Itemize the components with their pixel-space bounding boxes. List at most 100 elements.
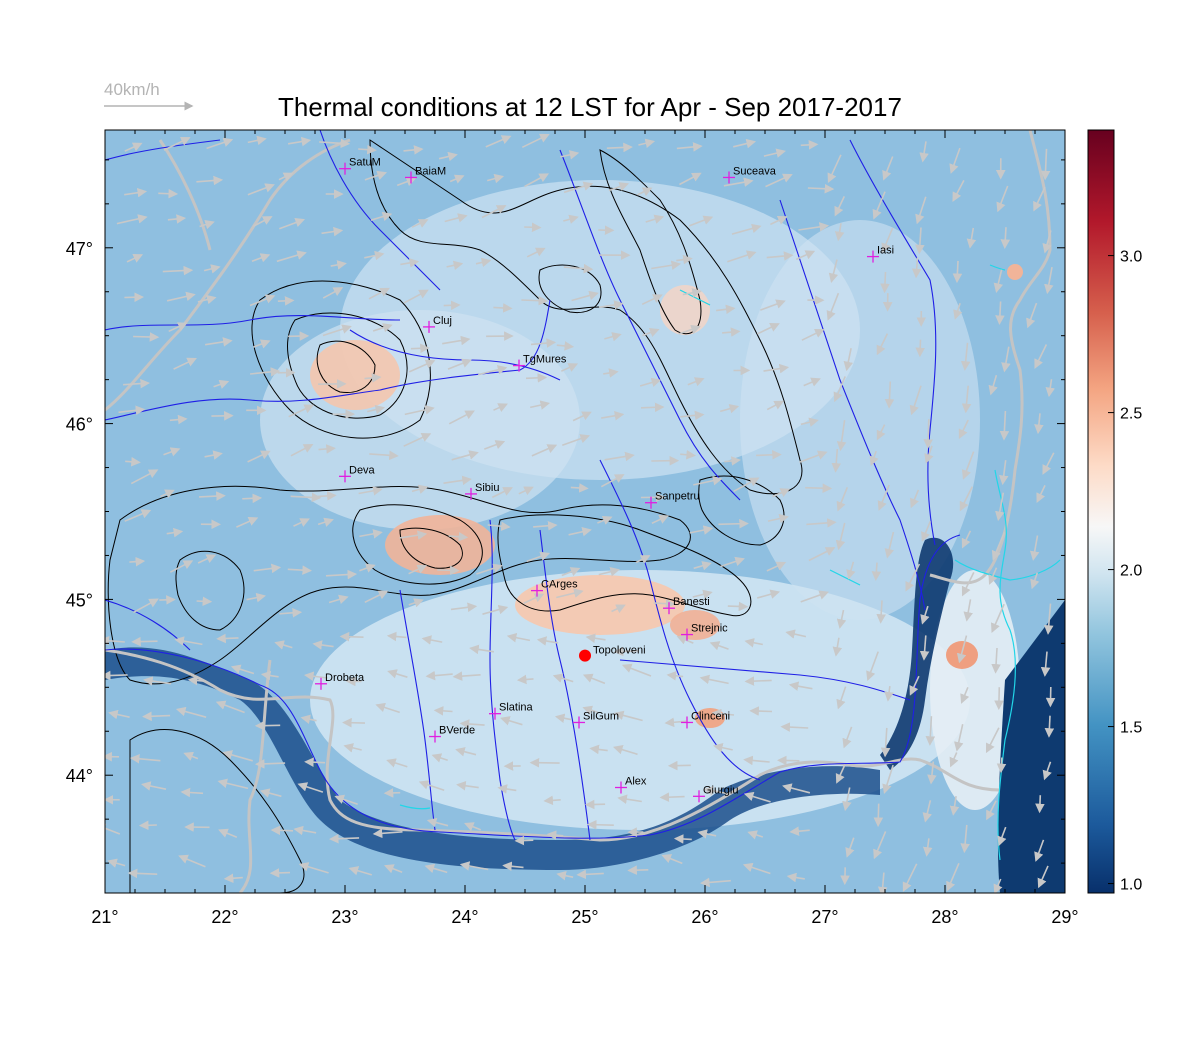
city-marker: Sibiu (465, 482, 499, 500)
wind-arrow (269, 868, 291, 878)
wind-arrow (584, 799, 606, 810)
wind-arrow (297, 782, 324, 793)
wind-arrow (160, 489, 175, 499)
wind-arrow (250, 367, 281, 377)
warm-spot-fagaras (385, 515, 495, 575)
wind-arrow (254, 759, 286, 769)
wind-arrow (408, 598, 424, 608)
wind-arrow (329, 833, 360, 844)
y-tick-label: 46° (66, 415, 93, 435)
wind-arrow (700, 877, 731, 888)
wind-arrow (167, 214, 187, 224)
x-tick-label: 22° (211, 907, 238, 927)
wind-arrow (317, 517, 334, 527)
wind-arrow (300, 714, 317, 725)
wind-arrow (966, 227, 977, 249)
wind-arrow (563, 181, 594, 194)
wind-arrow (426, 817, 449, 828)
city-label: Giurgiu (703, 784, 738, 796)
wind-arrow (478, 365, 508, 376)
wind-arrow (247, 135, 267, 146)
wind-arrow (798, 222, 830, 232)
wind-arrow (124, 187, 148, 198)
wind-arrow (582, 673, 606, 685)
wind-arrow (459, 861, 489, 871)
wind-arrow (767, 513, 789, 524)
city-marker: Sanpetru (645, 491, 700, 509)
wind-arrow (676, 635, 694, 645)
wind-arrow (835, 522, 846, 551)
wind-arrow (253, 339, 271, 349)
wind-arrow (876, 333, 889, 356)
wind-arrow (800, 417, 819, 427)
wind-arrow (138, 820, 157, 831)
wind-arrow (836, 609, 847, 629)
wind-arrow (612, 745, 638, 756)
x-tick-labels: 21° 22° 23° 24° 25° 26° 27° 28° 29° (91, 907, 1078, 927)
wind-arrow (318, 444, 336, 454)
wind-arrow (437, 565, 460, 576)
city-label: Banesti (673, 596, 710, 608)
wind-arrow (873, 831, 887, 860)
wind-arrow (651, 260, 682, 271)
wind-arrow (873, 803, 884, 828)
wind-arrow (514, 835, 534, 846)
wind-arrow (961, 451, 975, 480)
wind-arrow (884, 531, 895, 559)
wind-arrow (688, 215, 714, 227)
wind-arrow (217, 778, 249, 790)
wind-arrow (359, 563, 376, 573)
wind-arrow (216, 633, 239, 644)
wind-arrow (278, 172, 294, 182)
wind-arrow (627, 865, 649, 875)
wind-arrow (561, 567, 581, 577)
wind-arrow (659, 792, 685, 802)
wind-arrow (552, 673, 574, 683)
wind-arrow (877, 484, 890, 511)
wind-arrow (961, 530, 972, 549)
wind-arrow (125, 456, 141, 467)
wind-arrow (259, 788, 282, 798)
wind-arrow (1030, 572, 1040, 590)
wind-arrow (986, 800, 997, 821)
wind-arrow (961, 385, 972, 414)
wind-arrow (915, 227, 925, 255)
wind-arrow (1042, 452, 1055, 475)
wind-arrow (722, 327, 741, 337)
wind-arrow (795, 250, 816, 261)
wind-arrow (319, 138, 351, 149)
wind-arrow (450, 602, 478, 613)
station-label: Topoloveni (593, 645, 646, 657)
wind-arrow (124, 292, 144, 303)
wind-arrow (611, 604, 626, 614)
wind-arrow (682, 288, 702, 298)
colorbar-tick-label: 1.5 (1120, 720, 1142, 737)
city-marker: Deva (339, 464, 376, 483)
wind-arrow (105, 823, 121, 835)
wind-arrow (274, 640, 293, 650)
danube-delta-dark (880, 537, 954, 770)
wind-arrow (882, 764, 894, 795)
wind-arrow (196, 596, 213, 607)
wind-arrow (876, 424, 886, 441)
wind-arrow (486, 173, 505, 184)
wind-arrow (452, 671, 481, 681)
wind-arrow (598, 300, 624, 310)
wind-arrow (130, 469, 159, 485)
wind-arrow (204, 450, 223, 460)
wind-arrow (568, 527, 592, 537)
map-body (105, 130, 1065, 893)
wind-arrow (927, 761, 937, 785)
wind-arrow (743, 755, 770, 766)
colorbar-tick-label: 3.0 (1120, 249, 1142, 266)
wind-arrow (1042, 761, 1052, 781)
wind-arrow (560, 363, 579, 372)
wind-arrow (444, 213, 468, 223)
wind-arrow (199, 219, 215, 230)
wind-arrow (606, 142, 633, 153)
wind-arrow (400, 258, 420, 268)
wind-arrow (786, 872, 805, 883)
wind-arrow (651, 515, 669, 525)
wind-arrow (653, 598, 676, 609)
wind-arrow (834, 223, 845, 242)
